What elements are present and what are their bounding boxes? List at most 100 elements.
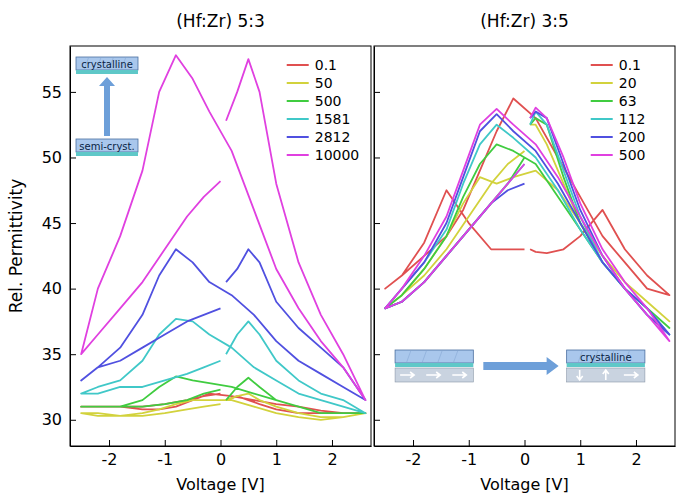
inset-slab (395, 350, 473, 367)
legend-label: 50 (315, 75, 333, 91)
tick-mark (332, 440, 333, 446)
y-axis: 303540455055 (42, 47, 76, 447)
tick-mark (109, 440, 110, 446)
tick-label: -1 (157, 450, 173, 469)
tick-label: 55 (42, 83, 62, 102)
series-group (385, 98, 669, 341)
legend-label: 0.1 (315, 57, 337, 73)
tick-mark (374, 92, 380, 93)
legend-label: 63 (619, 93, 637, 109)
series-group (81, 55, 365, 420)
x-axis-title: Voltage [V] (176, 475, 265, 494)
slab-layer (567, 350, 645, 363)
legend-label: 500 (619, 147, 646, 163)
tick-label: 2 (631, 450, 641, 469)
series-line (81, 394, 365, 414)
tick-mark (70, 223, 76, 224)
tick-mark (165, 440, 166, 446)
legend-swatch (287, 100, 309, 102)
tick-label: -1 (461, 450, 477, 469)
legend-swatch (591, 100, 613, 102)
legend-swatch (287, 64, 309, 66)
series-line (385, 98, 669, 295)
tick-label: -2 (102, 450, 118, 469)
x-axis: -2 -1 0 1 2 (375, 440, 676, 469)
grain-line (407, 351, 411, 362)
slab-substrate (395, 368, 473, 382)
legend-label: 1581 (315, 111, 351, 127)
tick-mark (70, 354, 76, 355)
tick-mark (374, 420, 380, 421)
plot-frame (70, 46, 371, 446)
legend-item: 2812 (287, 129, 351, 145)
tick-mark (374, 157, 380, 158)
legend-item: 50 (287, 75, 333, 91)
legend-swatch (591, 154, 613, 156)
inset: crystalline (395, 350, 645, 382)
x-tick: 0 (520, 440, 530, 469)
tick-label: 1 (272, 450, 282, 469)
legend-swatch (591, 82, 613, 84)
series-line (81, 55, 365, 400)
x-tick: -2 (406, 440, 422, 469)
tick-mark (70, 157, 76, 158)
legend-item: 1581 (287, 111, 351, 127)
panel-title: (Hf:Zr) 3:5 (480, 11, 569, 31)
inset-label: crystalline (81, 59, 133, 70)
y-tick (374, 223, 380, 224)
y-tick: 40 (42, 279, 76, 298)
grain-line (454, 351, 458, 362)
inset: crystallinesemi-cryst. (76, 57, 138, 156)
y-tick: 50 (42, 148, 76, 167)
tick-label: 0 (216, 450, 226, 469)
legend-swatch (591, 136, 613, 138)
slab-base (567, 363, 645, 367)
polarization-arrow (603, 370, 609, 380)
legend-item: 200 (591, 129, 646, 145)
legend-item: 63 (591, 93, 637, 109)
tick-mark (221, 440, 222, 446)
tick-label: 1 (576, 450, 586, 469)
tick-mark (525, 440, 526, 446)
tick-label: 0 (520, 450, 530, 469)
tick-mark (374, 289, 380, 290)
y-tick: 45 (42, 214, 76, 233)
tick-mark (636, 440, 637, 446)
legend: 0.12063112200500 (591, 57, 646, 163)
polarization-arrow (400, 372, 414, 378)
x-tick: 1 (576, 440, 586, 469)
tick-mark (70, 92, 76, 93)
y-tick (374, 92, 380, 93)
polarization-arrow (452, 372, 466, 378)
legend-label: 2812 (315, 129, 351, 145)
inset-slab: crystalline (567, 350, 645, 367)
legend-swatch (591, 118, 613, 120)
x-axis: -2 -1 0 1 2 (71, 440, 372, 469)
inset-label: crystalline (580, 352, 632, 363)
slab-base (395, 363, 473, 367)
x-tick: 0 (216, 440, 226, 469)
y-tick (374, 289, 380, 290)
slab-layer (76, 139, 138, 152)
legend-swatch (287, 82, 309, 84)
x-tick: -2 (102, 440, 118, 469)
y-tick (374, 420, 380, 421)
x-tick: 1 (272, 440, 282, 469)
chart-container: -2-10123035404550550.1505001581281210000… (0, 0, 683, 500)
tick-label: 35 (42, 345, 62, 364)
legend-label: 10000 (315, 147, 360, 163)
chart-svg: -2-10123035404550550.1505001581281210000… (0, 0, 683, 500)
legend-swatch (287, 118, 309, 120)
panel: -2-10123035404550550.1505001581281210000… (42, 46, 372, 469)
y-axis-title: Rel. Permittivity (6, 179, 26, 314)
grain-line (438, 351, 442, 362)
tick-mark (70, 289, 76, 290)
panel: -2-10120.12063112200500crystalline (374, 46, 676, 469)
legend-label: 0.1 (619, 57, 641, 73)
legend-swatch (591, 64, 613, 66)
legend-item: 500 (287, 93, 342, 109)
slab-base (76, 70, 138, 74)
tick-label: 2 (327, 450, 337, 469)
y-axis (374, 47, 380, 447)
slab-layer (395, 350, 473, 363)
